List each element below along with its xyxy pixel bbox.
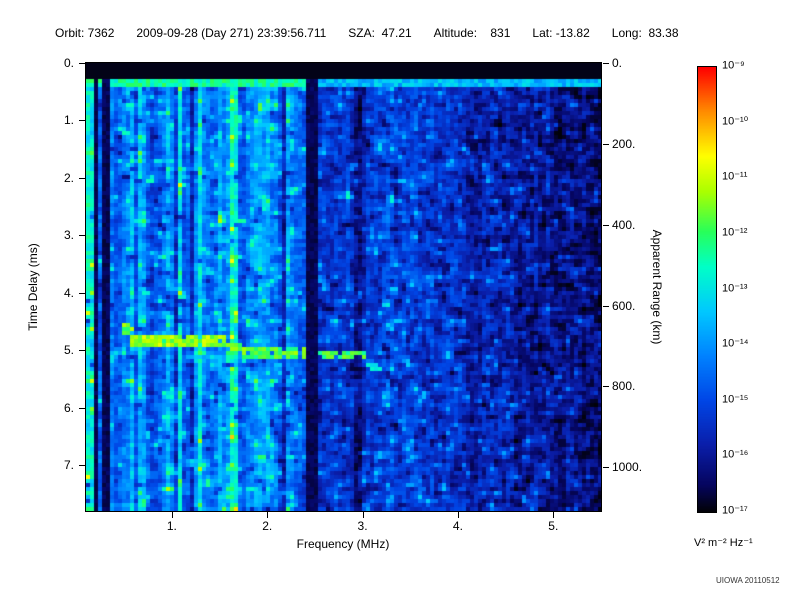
header-info: Orbit: 7362 2009-09-28 (Day 271) 23:39:5… [55, 26, 679, 40]
range-tick-label: 400. [612, 217, 636, 232]
y-tick-label: 2. [63, 170, 74, 185]
colorbar-gradient [697, 66, 717, 513]
range-tick-label: 0. [612, 56, 623, 70]
x-tick-mark [457, 512, 459, 518]
range-tick-mark [603, 467, 609, 469]
longitude-field: Long: 83.38 [611, 26, 679, 40]
x-tick-label: 5. [548, 519, 559, 533]
colorbar-tick-label: 10⁻¹² [722, 226, 748, 239]
altitude-field: Altitude: 831 [433, 26, 511, 40]
colorbar-tick-label: 10⁻⁹ [722, 59, 745, 72]
range-tick-label: 600. [612, 298, 636, 313]
spectrogram-plot-frame [85, 62, 602, 512]
range-tick-mark [603, 305, 609, 307]
x-tick-label: 4. [452, 519, 463, 533]
y-tick-label: 7. [63, 458, 74, 473]
datetime-field: 2009-09-28 (Day 271) 23:39:56.711 [136, 26, 327, 40]
orbit-field: Orbit: 7362 [55, 26, 115, 40]
y-tick-label: 6. [63, 400, 74, 415]
x-tick-label: 1. [166, 519, 177, 533]
y-tick-label: 3. [63, 228, 74, 243]
range-tick-mark [603, 386, 609, 388]
y-axis-label-right: Apparent Range (km) [650, 229, 664, 345]
colorbar-tick-label: 10⁻¹⁴ [722, 337, 749, 350]
y-tick-mark [79, 292, 85, 294]
range-tick-label: 800. [612, 379, 636, 394]
colorbar-tick-label: 10⁻¹¹ [722, 170, 748, 183]
latitude-field: Lat: -13.82 [532, 26, 590, 40]
range-tick-label: 200. [612, 136, 636, 151]
x-tick-mark [267, 512, 269, 518]
x-tick-mark [553, 512, 555, 518]
colorbar-tick-label: 10⁻¹⁷ [722, 504, 748, 517]
y-tick-label: 4. [63, 285, 74, 300]
colorbar-tick-label: 10⁻¹⁰ [722, 115, 749, 128]
range-tick-mark [603, 143, 609, 145]
range-tick-mark [603, 224, 609, 226]
colorbar-unit-label: V² m⁻² Hz⁻¹ [694, 537, 753, 549]
colorbar-tick-label: 10⁻¹³ [722, 282, 748, 294]
y-tick-mark [79, 177, 85, 179]
y-tick-mark [79, 407, 85, 409]
x-tick-label: 2. [262, 519, 273, 533]
watermark: UIOWA 20110512 [716, 576, 780, 585]
y-tick-mark [79, 465, 85, 467]
x-tick-mark [362, 512, 364, 518]
spectrogram-canvas [86, 63, 601, 511]
x-tick-mark [171, 512, 173, 518]
x-tick-label: 3. [357, 519, 368, 533]
y-tick-label: 0. [63, 56, 74, 70]
colorbar-tick-label: 10⁻¹⁶ [722, 448, 749, 461]
range-tick-mark [603, 63, 609, 64]
y-tick-mark [79, 350, 85, 352]
y-tick-mark [79, 63, 85, 64]
colorbar-tick-label: 10⁻¹⁵ [722, 393, 749, 406]
y-tick-label: 5. [63, 343, 74, 358]
sza-field: SZA: 47.21 [348, 26, 412, 40]
y-tick-mark [79, 235, 85, 237]
y-tick-label: 1. [63, 113, 74, 128]
range-tick-label: 1000. [612, 460, 643, 475]
y-tick-mark [79, 120, 85, 122]
y-axis-label-left: Time Delay (ms) [26, 243, 40, 331]
x-axis-label: Frequency (MHz) [296, 537, 390, 551]
